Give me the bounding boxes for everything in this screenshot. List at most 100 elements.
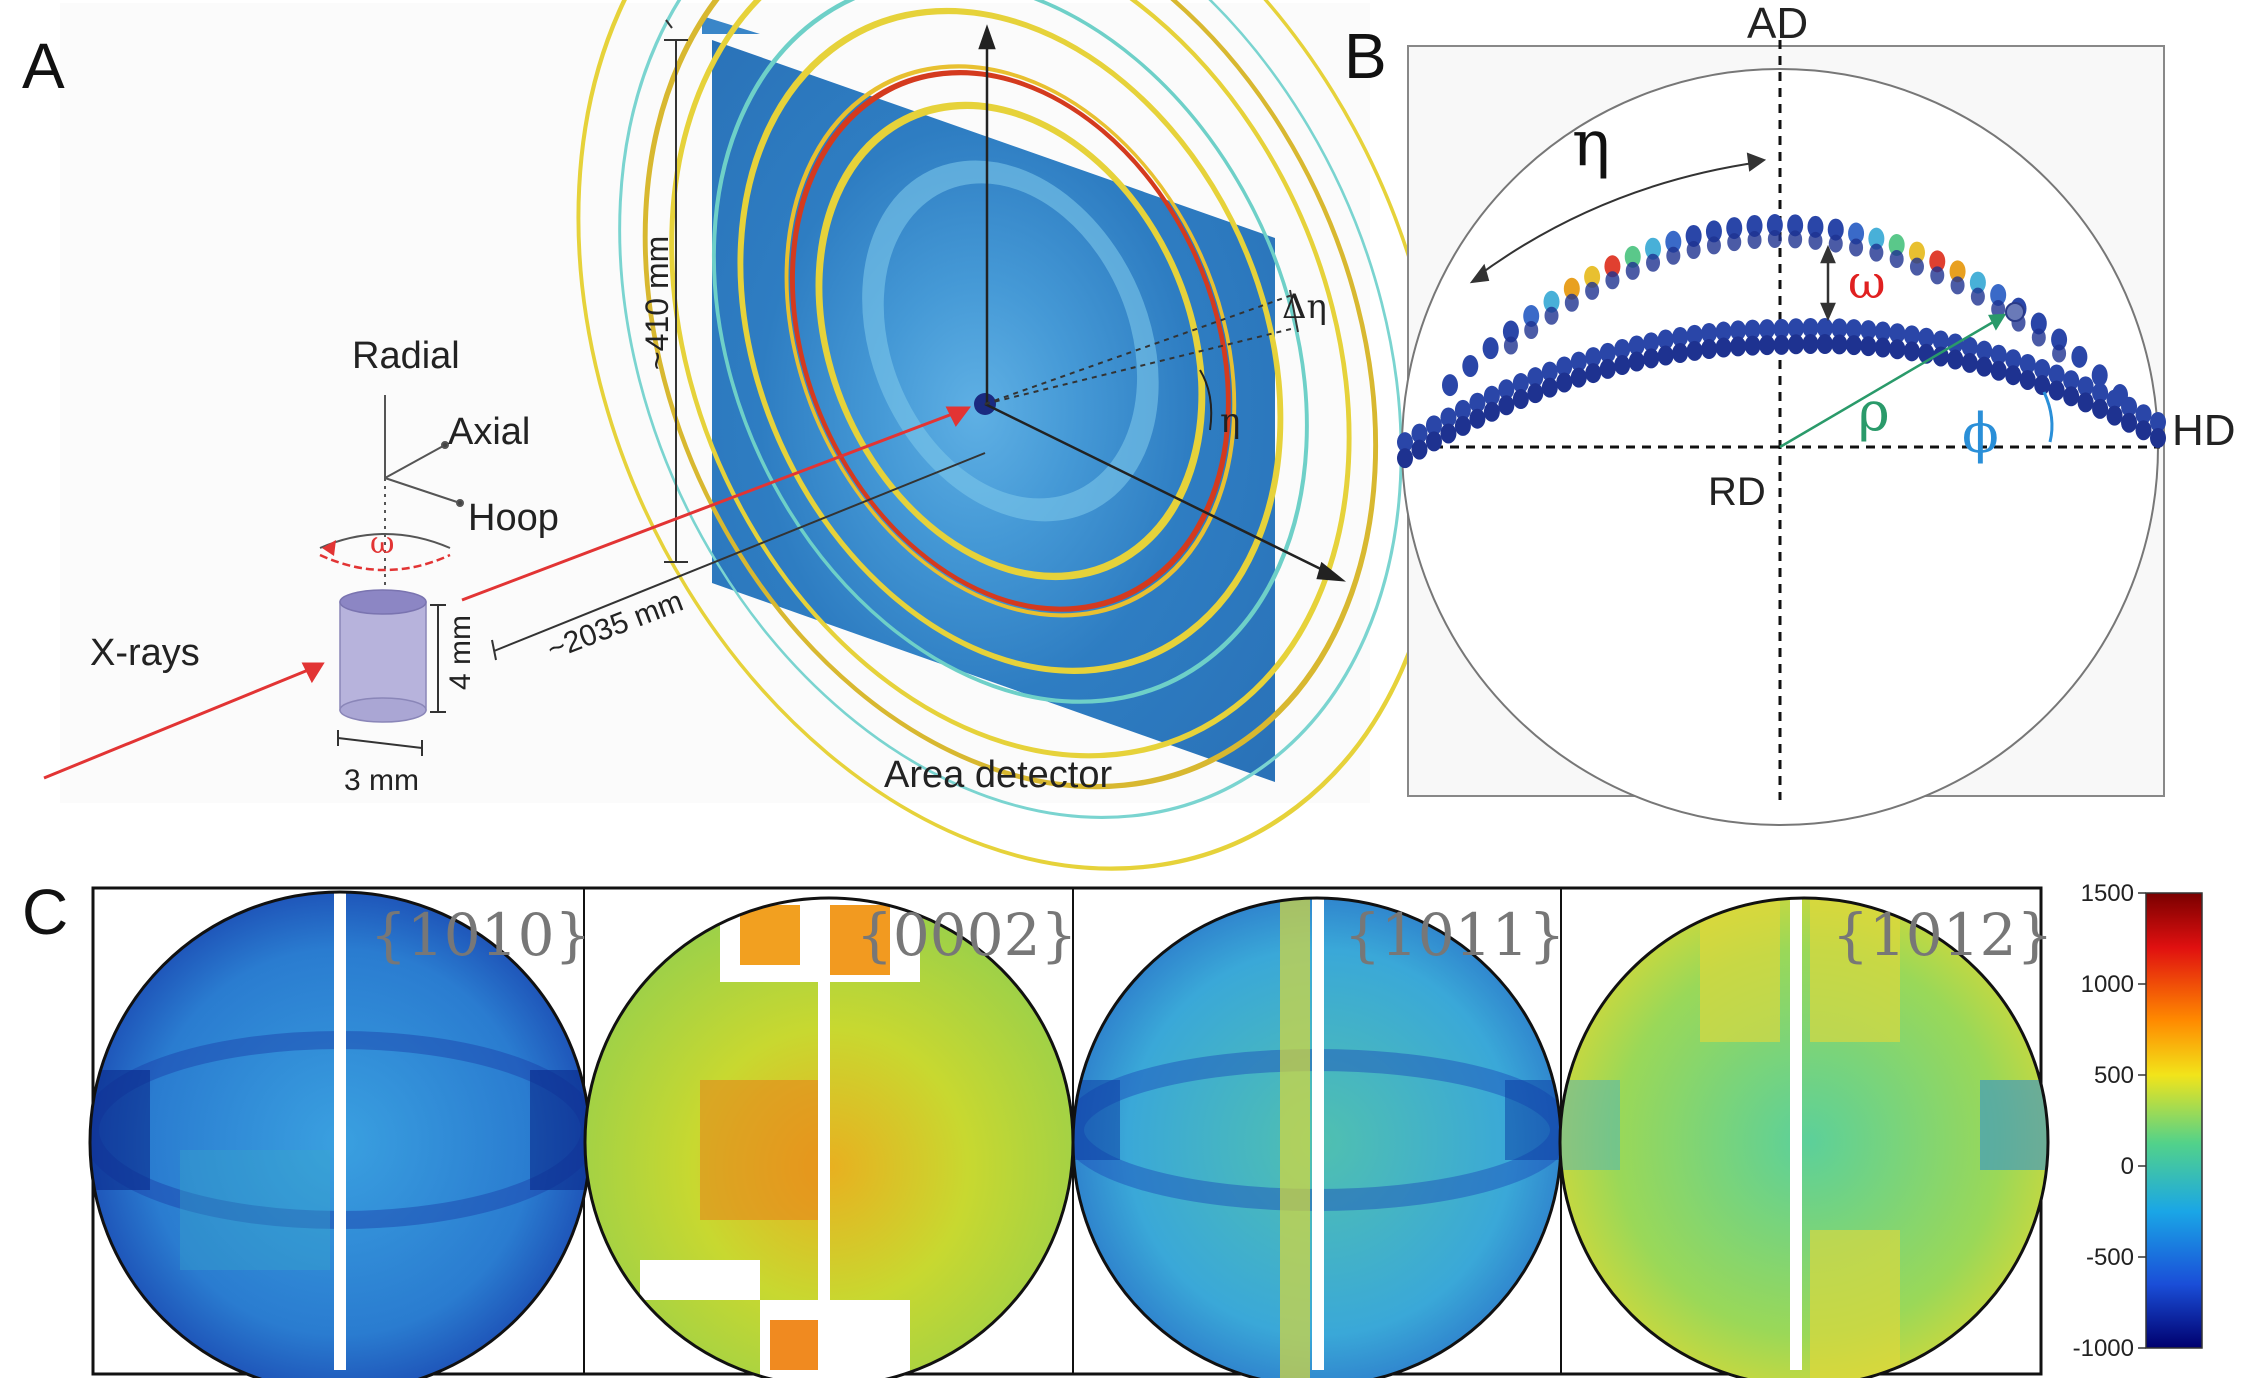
pole-figure-0002 (583, 890, 1075, 1378)
eta-arrow (1469, 152, 1767, 284)
panel-c-label: C (22, 876, 68, 948)
pole-dot (1614, 355, 1631, 376)
pole-dot (2077, 376, 2094, 397)
pole-dot (1483, 385, 1500, 406)
pole-dot (1990, 360, 2007, 381)
pole-dot (1411, 423, 1428, 444)
pole-dot (2092, 398, 2109, 419)
pole-dot (1976, 340, 1993, 361)
sample-frame (384, 395, 464, 650)
pole-dot (1498, 395, 1515, 416)
pole-dot (1701, 323, 1718, 344)
pole-dot (2106, 405, 2123, 426)
pole-dot (1482, 337, 1499, 360)
pole-dot (1584, 265, 1601, 288)
pole-dot (2112, 384, 2128, 406)
detector-top-sliver (702, 16, 760, 34)
omega-label: ω (370, 526, 394, 561)
panel-b: B η ω ρ ϕ (1344, 0, 2236, 826)
pole-dot (2150, 428, 2166, 448)
omega-rotation (319, 533, 451, 572)
pole-dot (1970, 287, 1985, 306)
pole-gap-3 (1312, 890, 1324, 1370)
pole-dot (1503, 336, 1518, 355)
pole-dot (1903, 341, 1920, 362)
pole-dot (1947, 349, 1964, 370)
pole-dot (1808, 231, 1823, 250)
pole-dot (1585, 363, 1602, 384)
pole-dot (1523, 305, 1540, 328)
pole-dot (1969, 271, 1986, 294)
pole-dot (1454, 399, 1471, 420)
pole-dot (1787, 318, 1804, 339)
pole-dot (2091, 364, 2108, 387)
pole-dot (1469, 408, 1486, 429)
pole-outline-4 (1558, 896, 2050, 1378)
pole-figure-1010 (88, 890, 592, 1378)
pole-dot (1599, 342, 1616, 363)
colorbar-tick-label: 1500 (2081, 880, 2134, 907)
detector-height-dimension (664, 19, 688, 563)
pole-arc-lower (1397, 317, 2166, 469)
pole-dot (1543, 290, 1560, 313)
pole-dot (1628, 351, 1645, 372)
pole-dot (1848, 222, 1865, 245)
pole-dot (2135, 420, 2152, 441)
pole-dot (1624, 245, 1641, 268)
pole-dot (2031, 328, 2046, 347)
pole-dot (1773, 318, 1790, 339)
pole-dot (1454, 415, 1471, 436)
pole-dot (2150, 412, 2166, 432)
colorbar (2145, 892, 2203, 1349)
area-detector (576, 0, 1445, 871)
plane-label-2: {0002} (856, 901, 1077, 969)
sample-width-label: 3 mm (344, 764, 419, 797)
pole-dot (1657, 345, 1674, 366)
pole-dot (1570, 351, 1587, 372)
pole-dot (1541, 361, 1558, 382)
pole-dot (1564, 293, 1579, 312)
pole-dot (2135, 404, 2152, 425)
pole-dot (1686, 240, 1701, 259)
pole-dot (1930, 266, 1945, 285)
pole-dot (2051, 328, 2068, 351)
colorbar-tick-label: 0 (2121, 1153, 2134, 1180)
rho-label: ρ (1858, 380, 1890, 443)
pole-dot (1827, 218, 1844, 241)
pole-dot (1425, 431, 1442, 452)
pole-dot (1705, 220, 1722, 243)
pole-dot (1715, 321, 1732, 342)
pole-dot (1787, 214, 1804, 237)
pole-dot (1715, 337, 1732, 358)
pole-dot (1469, 392, 1486, 413)
pole-dot (2005, 349, 2022, 370)
pole-dot (1646, 253, 1661, 272)
pole-dot (1961, 336, 1978, 357)
pole-dot (1845, 335, 1862, 356)
pole-dot (1787, 334, 1804, 355)
ring-1 (815, 101, 1206, 581)
phi-arc (2042, 391, 2054, 443)
sample-cylinder (339, 589, 427, 723)
pole-dot (2048, 380, 2065, 401)
pole-dot (2019, 369, 2036, 390)
diffraction-rings (576, 0, 1445, 871)
pole-dot (1643, 348, 1660, 369)
pole-dot (1802, 333, 1819, 354)
pole-dot (1570, 367, 1587, 388)
pole-dot (1645, 237, 1662, 260)
pole-dot (1976, 356, 1993, 377)
pole-dot (1903, 325, 1920, 346)
phi-label: ϕ (1962, 402, 1999, 465)
pole-dot (1802, 317, 1819, 338)
eta-label-b: η (1572, 107, 1610, 181)
area-detector-label: Area detector (884, 754, 1112, 796)
hoop-label: Hoop (468, 497, 559, 539)
pole-dot (1556, 356, 1573, 377)
pole-gap-1 (334, 890, 346, 1370)
pole-dot (2121, 412, 2138, 433)
pole-dot (1462, 355, 1479, 378)
pole-dot (1730, 336, 1747, 357)
pole-dot (1868, 227, 1885, 250)
pole-dot (2019, 353, 2036, 374)
